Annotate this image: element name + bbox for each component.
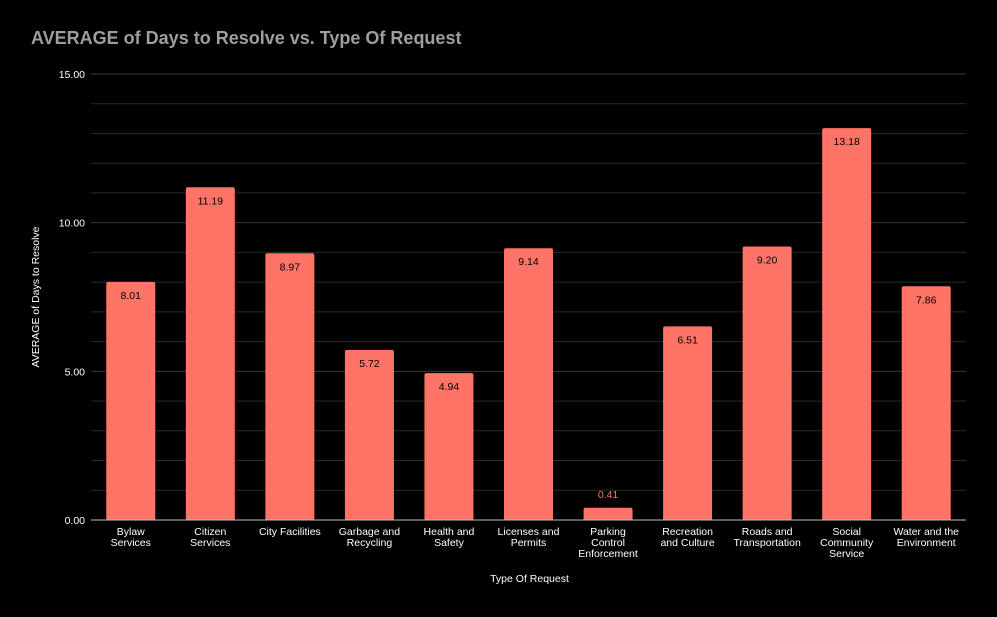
x-tick-label: Licenses and Permits: [498, 526, 560, 549]
data-label: 4.94: [439, 381, 460, 393]
data-label: 6.51: [677, 334, 698, 346]
bar: [504, 248, 553, 520]
data-label: 0.41: [598, 489, 619, 501]
bar: [265, 253, 315, 521]
y-axis-title: AVERAGE of Days to Resolve: [30, 226, 42, 367]
y-tick-label: 10.00: [59, 218, 85, 230]
bar: [344, 349, 394, 520]
bars: [106, 128, 951, 521]
x-tick-label: Bylaw Services: [111, 526, 151, 549]
data-labels: 8.01 11.19 8.97 5.72 4.94 9.14 0.41 6.51 9.20 13.…: [121, 136, 937, 501]
x-tick-label: Social Community Service: [820, 526, 874, 560]
y-tick-label: 5.00: [65, 366, 86, 378]
x-tick-label: Recreation and Culture: [660, 526, 714, 549]
y-axis-ticks: 0.00 5.00 10.00 15.00: [59, 69, 85, 527]
data-label: 13.18: [834, 136, 860, 148]
x-axis-labels: Bylaw Services Citizen Services City Facilit…: [111, 526, 960, 560]
y-tick-label: 0.00: [65, 515, 86, 527]
x-tick-label: Garbage and Recycling: [339, 526, 400, 549]
data-label: 9.20: [757, 254, 778, 266]
x-tick-label: Roads and Transportation: [733, 526, 800, 549]
bar: [185, 187, 235, 520]
x-tick-label: Citizen Services: [190, 526, 230, 549]
bar: [583, 507, 633, 520]
x-tick-label: Health and Safety: [424, 526, 475, 549]
data-label: 8.01: [121, 290, 142, 302]
x-axis-title: Type Of Request: [490, 573, 569, 585]
x-tick-label: Water and the Environment: [893, 526, 959, 549]
x-tick-label: City Facilities: [259, 526, 321, 538]
data-label: 5.72: [359, 358, 380, 370]
data-label: 11.19: [198, 195, 224, 207]
bar: [901, 286, 951, 520]
bar: [424, 373, 474, 520]
bar: [663, 326, 713, 520]
bar: [742, 246, 792, 520]
y-tick-label: 15.00: [59, 69, 85, 81]
chart-title: AVERAGE of Days to Resolve vs. Type Of R…: [31, 28, 462, 48]
data-label: 8.97: [280, 261, 301, 273]
data-label: 9.14: [518, 256, 539, 268]
data-label: 7.86: [916, 294, 937, 306]
x-tick-label: Parking Control Enforcement: [578, 526, 638, 560]
bar: [822, 128, 872, 520]
bar: [106, 281, 156, 520]
